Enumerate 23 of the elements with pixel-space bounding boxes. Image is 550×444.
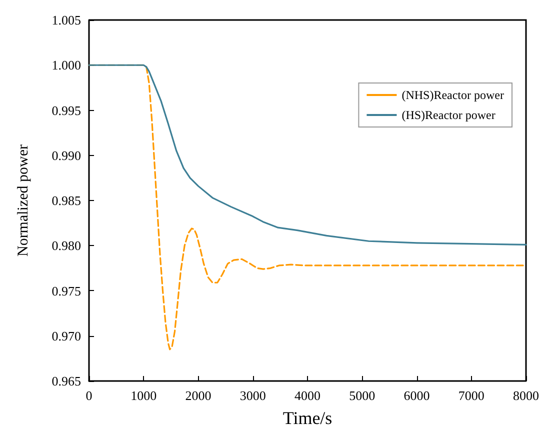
x-tick-label: 2000 [185, 388, 212, 403]
x-axis-title: Time/s [282, 408, 332, 428]
x-tick-label: 4000 [294, 388, 320, 403]
y-tick-label: 0.985 [52, 193, 81, 208]
y-tick-label: 0.995 [52, 102, 81, 118]
x-tick-label: 3000 [240, 388, 266, 403]
y-tick-label: 0.970 [52, 328, 81, 344]
y-tick-label: 0.980 [52, 238, 81, 254]
x-tick-label: 8000 [513, 388, 539, 403]
x-tick-label: 0 [86, 388, 92, 403]
x-tick-label: 1000 [130, 388, 157, 403]
x-tick-label: 7000 [458, 388, 484, 403]
y-tick-label: 1.005 [52, 12, 81, 28]
x-tick-label: 5000 [349, 388, 376, 403]
x-tick-label: 6000 [404, 388, 430, 403]
y-tick-label: 0.990 [52, 148, 81, 163]
legend-label: (NHS)Reactor power [402, 88, 504, 102]
y-tick-label: 0.965 [52, 374, 81, 388]
line-series [88, 64, 527, 246]
y-tick-label: 0.975 [52, 283, 81, 298]
y-tick-label: 1.000 [52, 58, 81, 73]
legend-label: (HS)Reactor power [402, 108, 496, 122]
y-axis-title: Normalized power [16, 144, 32, 257]
